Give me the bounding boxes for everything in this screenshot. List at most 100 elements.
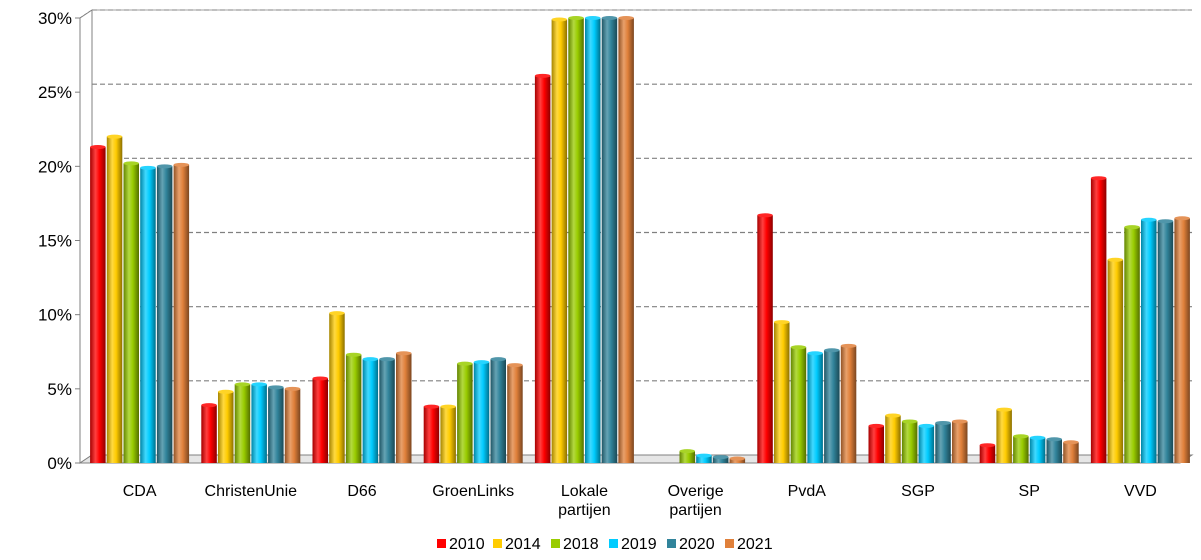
bar-cap [1063,440,1079,445]
bar-cap [568,16,584,20]
bar [1046,439,1062,463]
bar-cap [473,360,490,365]
legend-label: 2020 [679,536,715,553]
legend: 2010 2014 2018 2019 2020 2021 [437,536,773,553]
bar [251,384,267,463]
bar-cap [396,351,412,356]
bar-cap [534,73,551,78]
bar-cap [712,455,729,460]
bar-cap [868,423,884,428]
bar [1157,221,1174,463]
bar [568,18,584,463]
x-category-label: ChristenUnie [205,483,298,500]
bar-group [868,413,968,463]
bar-cap [1029,435,1046,440]
legend-label: 2018 [563,536,599,553]
bar [534,75,551,463]
bar-cap [106,134,123,139]
bar-cap [251,382,267,387]
bar-cap [379,357,395,362]
bar-cap [218,389,234,394]
bar [329,313,345,463]
legend-item: 2021 [725,536,773,553]
bar-cap [979,443,996,448]
bar [824,350,840,463]
bar [868,425,884,463]
bar-cap [1141,217,1157,222]
bar-group [679,449,746,463]
legend-swatch [609,539,618,548]
bar [618,18,634,463]
bar-cap [729,456,746,461]
bar [423,406,440,463]
bar [1029,437,1046,463]
bar-cap [901,419,918,424]
bar-cap [1090,176,1107,181]
bar-cap [490,357,506,362]
x-category-label: D66 [347,483,376,500]
bar [918,425,935,463]
bar [218,391,234,463]
x-category-label: CDA [123,483,157,500]
bar [140,167,156,464]
bar-cap [345,352,362,357]
legend-swatch [493,539,502,548]
y-tick-label: 10% [38,306,72,325]
bar [234,384,251,463]
y-tick-label: 25% [38,83,72,102]
bar-cap [807,351,823,356]
bar-cap [585,16,601,20]
bar [379,359,395,463]
bar [201,405,217,463]
legend-item: 2020 [667,536,715,553]
bar-cap [618,16,634,20]
bar-group [312,311,412,463]
bar-cap [840,343,857,348]
bar [507,365,523,463]
bar-cap [774,320,790,325]
bar [473,362,490,463]
bar [1107,259,1124,463]
bar [1174,218,1190,463]
legend-item: 2014 [493,536,541,553]
bar-cap [952,419,968,424]
bar-cap [824,348,840,353]
legend-swatch [725,539,734,548]
bar-cap [156,164,173,169]
bar-cap [457,361,473,366]
bar-cap [918,423,935,428]
bar [268,387,284,463]
legend-item: 2019 [609,536,657,553]
x-category-label: GroenLinks [432,483,514,500]
legend-item: 2010 [437,536,485,553]
legend-item: 2018 [551,536,599,553]
grid-lines [79,9,1192,390]
bar-cap [440,404,456,409]
bar [952,421,968,463]
x-category-label: VVD [1124,483,1157,500]
bar [1013,436,1029,463]
bar-cap [679,449,695,454]
bar [935,422,951,463]
bar-cap [885,413,901,418]
bar-cap [423,404,440,409]
bar [1141,219,1157,463]
bar [585,18,601,463]
bar-cap [757,213,773,218]
x-category-label: SP [1019,483,1040,500]
bar-group [534,16,634,463]
bar-cap [1013,434,1029,439]
bar [551,19,568,463]
bar-group [90,134,190,464]
x-category-label: SGP [901,483,935,500]
bar-cap [173,162,190,167]
bar [979,445,996,463]
bar [885,415,901,463]
bar [757,215,773,463]
bar [901,421,918,463]
y-axis-tick-labels: 0% 5% 10% 15% 20% 25% 30% [38,9,72,473]
bar-cap [268,385,284,390]
x-category-label: Overige partijen [668,483,724,519]
